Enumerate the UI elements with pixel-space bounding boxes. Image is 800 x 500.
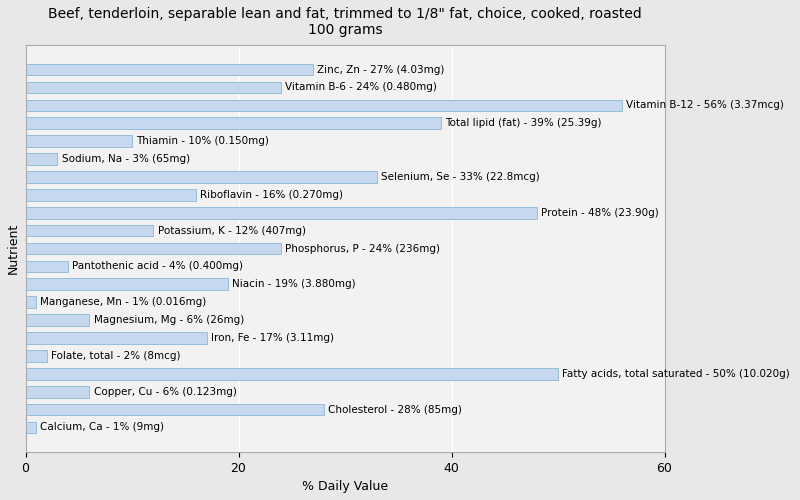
Y-axis label: Nutrient: Nutrient bbox=[7, 223, 20, 274]
Bar bbox=[26, 260, 68, 272]
Text: Copper, Cu - 6% (0.123mg): Copper, Cu - 6% (0.123mg) bbox=[94, 386, 237, 396]
Bar bbox=[26, 350, 47, 362]
Bar bbox=[26, 207, 537, 218]
Text: Cholesterol - 28% (85mg): Cholesterol - 28% (85mg) bbox=[328, 404, 462, 414]
Bar bbox=[26, 314, 90, 326]
Text: Niacin - 19% (3.880mg): Niacin - 19% (3.880mg) bbox=[232, 280, 356, 289]
Bar bbox=[26, 278, 228, 290]
Text: Vitamin B-12 - 56% (3.37mcg): Vitamin B-12 - 56% (3.37mcg) bbox=[626, 100, 784, 110]
Bar bbox=[26, 171, 377, 182]
Text: Fatty acids, total saturated - 50% (10.020g): Fatty acids, total saturated - 50% (10.0… bbox=[562, 369, 790, 379]
Bar bbox=[26, 242, 281, 254]
Bar bbox=[26, 100, 622, 111]
Bar bbox=[26, 118, 441, 129]
Text: Phosphorus, P - 24% (236mg): Phosphorus, P - 24% (236mg) bbox=[286, 244, 440, 254]
Bar bbox=[26, 332, 206, 344]
Bar bbox=[26, 296, 36, 308]
Text: Selenium, Se - 33% (22.8mcg): Selenium, Se - 33% (22.8mcg) bbox=[382, 172, 540, 182]
Text: Manganese, Mn - 1% (0.016mg): Manganese, Mn - 1% (0.016mg) bbox=[41, 297, 206, 307]
Bar bbox=[26, 136, 132, 147]
Text: Thiamin - 10% (0.150mg): Thiamin - 10% (0.150mg) bbox=[136, 136, 269, 146]
Bar bbox=[26, 386, 90, 398]
X-axis label: % Daily Value: % Daily Value bbox=[302, 480, 388, 493]
Text: Calcium, Ca - 1% (9mg): Calcium, Ca - 1% (9mg) bbox=[41, 422, 165, 432]
Text: Potassium, K - 12% (407mg): Potassium, K - 12% (407mg) bbox=[158, 226, 306, 235]
Bar bbox=[26, 368, 558, 380]
Text: Magnesium, Mg - 6% (26mg): Magnesium, Mg - 6% (26mg) bbox=[94, 315, 244, 325]
Text: Sodium, Na - 3% (65mg): Sodium, Na - 3% (65mg) bbox=[62, 154, 190, 164]
Text: Riboflavin - 16% (0.270mg): Riboflavin - 16% (0.270mg) bbox=[200, 190, 343, 200]
Text: Total lipid (fat) - 39% (25.39g): Total lipid (fat) - 39% (25.39g) bbox=[445, 118, 602, 128]
Bar bbox=[26, 64, 313, 76]
Bar bbox=[26, 153, 58, 165]
Bar bbox=[26, 404, 324, 415]
Bar bbox=[26, 422, 36, 434]
Title: Beef, tenderloin, separable lean and fat, trimmed to 1/8" fat, choice, cooked, r: Beef, tenderloin, separable lean and fat… bbox=[48, 7, 642, 37]
Text: Pantothenic acid - 4% (0.400mg): Pantothenic acid - 4% (0.400mg) bbox=[72, 262, 243, 272]
Text: Protein - 48% (23.90g): Protein - 48% (23.90g) bbox=[541, 208, 658, 218]
Bar bbox=[26, 189, 196, 200]
Text: Zinc, Zn - 27% (4.03mg): Zinc, Zn - 27% (4.03mg) bbox=[318, 64, 445, 74]
Text: Folate, total - 2% (8mcg): Folate, total - 2% (8mcg) bbox=[51, 351, 181, 361]
Bar bbox=[26, 225, 154, 236]
Bar bbox=[26, 82, 281, 94]
Text: Iron, Fe - 17% (3.11mg): Iron, Fe - 17% (3.11mg) bbox=[211, 333, 334, 343]
Text: Vitamin B-6 - 24% (0.480mg): Vitamin B-6 - 24% (0.480mg) bbox=[286, 82, 438, 92]
